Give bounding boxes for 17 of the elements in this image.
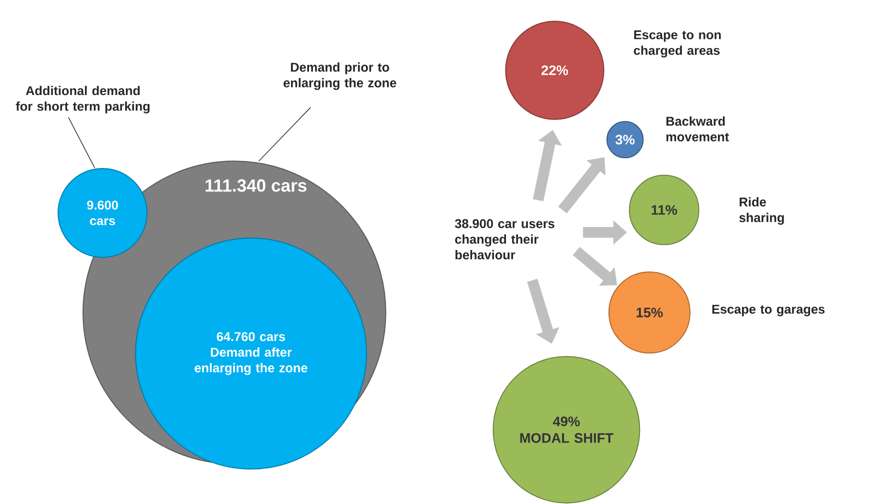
data-label: 64.760 cars bbox=[216, 332, 286, 342]
text: 38.900 car users changed their behaviour bbox=[454, 219, 554, 260]
data-label: 15% bbox=[636, 308, 663, 318]
data-label: 22% bbox=[542, 66, 568, 76]
category-label: Demand after enlarging the zone bbox=[194, 347, 308, 375]
data-label: 111.340 cars bbox=[206, 179, 306, 192]
data-label: 49% bbox=[552, 416, 580, 426]
category-label: Escape to non charged areas bbox=[634, 30, 721, 58]
category-label: Additional demand for short term parking bbox=[16, 86, 150, 114]
category-label: Escape to garages bbox=[712, 304, 825, 316]
category-label: Ride sharing bbox=[739, 197, 784, 225]
data-label: 11% bbox=[652, 205, 678, 215]
category-label: MODAL SHIFT bbox=[520, 433, 614, 443]
category-label: Backward movement bbox=[666, 116, 729, 142]
data-label: 3% bbox=[615, 134, 635, 145]
category-label: Demand prior to enlarging the zone bbox=[284, 62, 396, 90]
data-label: 9.600 cars bbox=[87, 200, 118, 226]
